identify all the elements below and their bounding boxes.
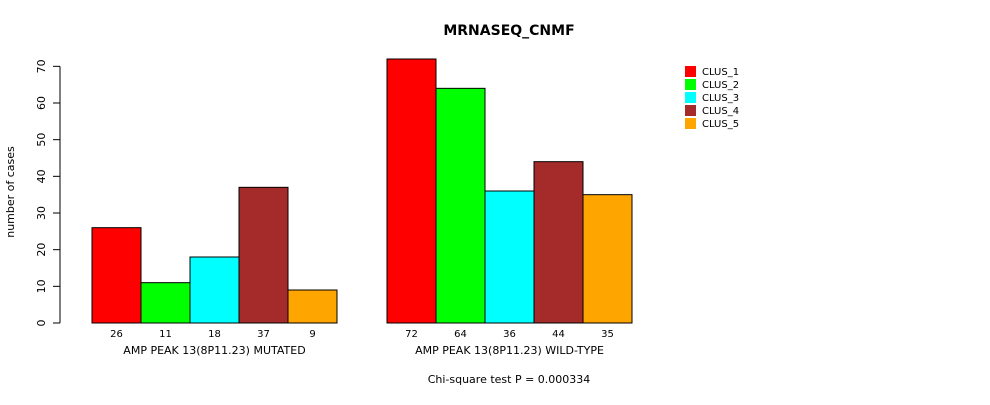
y-tick-label: 0 <box>35 320 48 327</box>
bar-count-label: 35 <box>601 329 614 340</box>
bar-count-label: 11 <box>159 329 172 340</box>
group-label: AMP PEAK 13(8P11.23) MUTATED <box>123 344 305 357</box>
legend-item: CLUS_4 <box>685 105 739 117</box>
group-label: AMP PEAK 13(8P11.23) WILD-TYPE <box>415 344 604 357</box>
bar-group: 72 64 36 44 35 AMP PEAK 13(8P11.23) WILD-TYPE <box>386 58 633 357</box>
bar-group: 26 11 18 37 9 AMP PEAK 13(8P11.23) MUTATED <box>91 186 338 357</box>
legend-label: CLUS_4 <box>702 106 739 117</box>
legend-swatch <box>685 105 696 116</box>
bar-count-label: 37 <box>257 329 270 340</box>
bar <box>238 186 289 324</box>
bar <box>435 87 486 324</box>
bar-count-label: 44 <box>552 329 565 340</box>
bar-count-label: 72 <box>405 329 418 340</box>
legend-swatch <box>685 118 696 129</box>
legend: CLUS_1 CLUS_2 CLUS_3 CLUS_4 CLUS_5 <box>685 66 739 130</box>
legend-swatch <box>685 66 696 77</box>
legend-swatch <box>685 92 696 103</box>
legend-item: CLUS_1 <box>685 66 739 78</box>
y-tick-label: 10 <box>35 279 48 293</box>
footnote: Chi-square test P = 0.000334 <box>428 373 591 386</box>
y-tick-label: 30 <box>35 206 48 220</box>
bar <box>91 227 142 324</box>
y-tick-label: 70 <box>35 59 48 73</box>
bar <box>287 289 338 324</box>
bar <box>140 282 191 324</box>
y-tick-label: 20 <box>35 243 48 257</box>
y-tick-label: 60 <box>35 96 48 110</box>
bar-count-label: 36 <box>503 329 516 340</box>
legend-swatch <box>685 79 696 90</box>
legend-label: CLUS_3 <box>702 93 739 104</box>
y-tick-label: 40 <box>35 169 48 183</box>
bar <box>386 58 437 324</box>
y-axis: 0 10 20 30 40 50 60 70 <box>35 59 61 327</box>
bar-count-label: 18 <box>208 329 221 340</box>
bar <box>189 256 240 324</box>
bar <box>533 161 584 324</box>
bar-count-label: 26 <box>110 329 123 340</box>
bar <box>484 190 535 324</box>
chart-title: MRNASEQ_CNMF <box>443 23 574 39</box>
bar <box>582 194 633 324</box>
y-axis-label: number of cases <box>4 146 17 238</box>
legend-label: CLUS_5 <box>702 119 739 130</box>
legend-item: CLUS_2 <box>685 79 739 91</box>
bar-count-label: 64 <box>454 329 467 340</box>
legend-label: CLUS_1 <box>702 67 739 78</box>
legend-item: CLUS_5 <box>685 118 739 130</box>
bars: 26 11 18 37 9 AMP PEAK 13(8P11.23) MUTATED 72 6… <box>91 58 633 357</box>
legend-label: CLUS_2 <box>702 80 739 91</box>
bar-count-label: 9 <box>309 329 315 340</box>
y-tick-label: 50 <box>35 133 48 147</box>
legend-item: CLUS_3 <box>685 92 739 104</box>
